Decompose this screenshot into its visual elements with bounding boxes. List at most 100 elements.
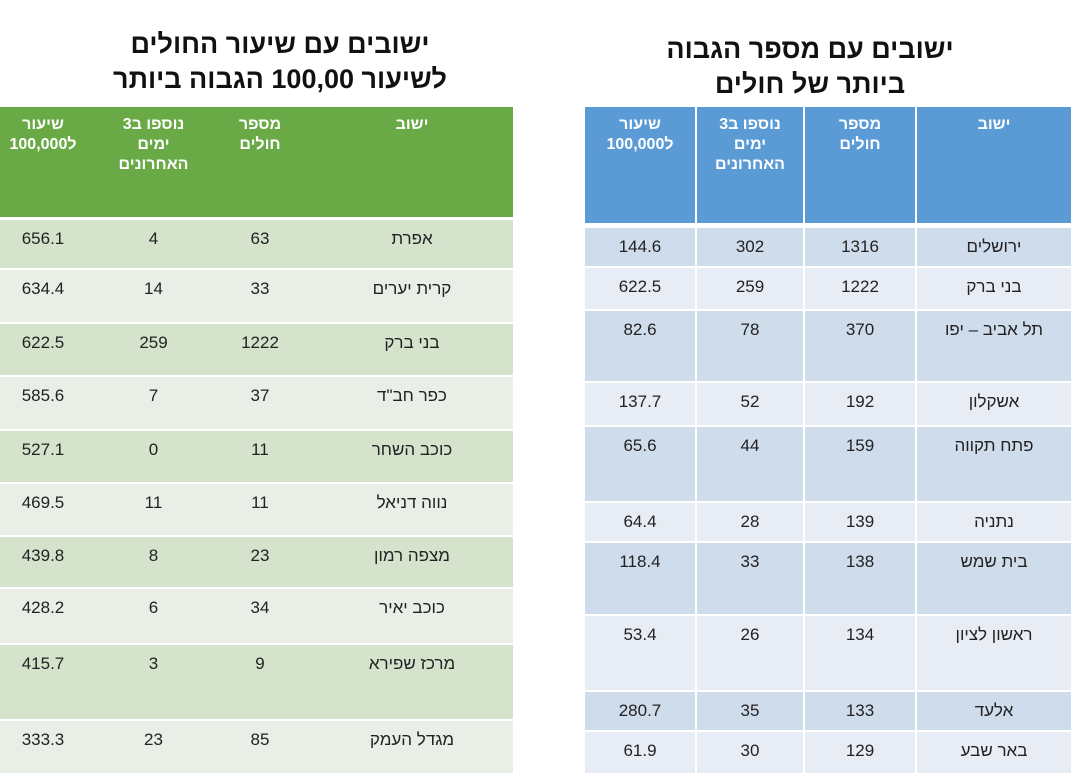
added-cell: 11 [98,484,209,535]
patients-cell: 134 [805,616,915,690]
rate-cell: 634.4 [0,270,98,322]
rate-header[interactable]: שיעור ל100,000 [585,107,695,223]
settlement-cell: נתניה [917,503,1071,541]
header-line: ימים [733,136,767,153]
settlement-cell: פתח תקווה [917,427,1071,501]
header-line: ימים [137,136,170,153]
header-line: ישוב [395,116,429,133]
patients-cell: 34 [209,589,311,643]
settlement-header[interactable]: ישוב [917,107,1071,223]
settlement-cell: בני ברק [311,324,513,375]
added-cell: 302 [697,228,803,266]
rate-cell: 280.7 [585,692,695,730]
added-cell: 14 [98,270,209,322]
added-cell: 4 [98,220,209,268]
settlement-cell: כוכב יאיר [311,589,513,643]
rate-cell: 469.5 [0,484,98,535]
patients-cell: 139 [805,503,915,541]
added-cell: 8 [98,537,209,587]
settlement-cell: מצפה רמון [311,537,513,587]
header-line: חולים [239,136,281,153]
rate-cell: 428.2 [0,589,98,643]
rate-cell: 64.4 [585,503,695,541]
added-cell: 3 [98,645,209,719]
left-title-line1: ישובים עם שיעור החולים [130,29,430,59]
patients-cell: 33 [209,270,311,322]
patients-cell: 11 [209,431,311,482]
patients-cell: 192 [805,383,915,425]
added-cell: 26 [697,616,803,690]
header-line: חולים [839,136,881,153]
settlement-cell: בית שמש [917,543,1071,614]
settlement-cell: נווה דניאל [311,484,513,535]
rate-cell: 82.6 [585,311,695,381]
header-line: האחרונים [118,156,189,173]
patients-cell: 63 [209,220,311,268]
patients-cell: 23 [209,537,311,587]
rate-cell: 61.9 [585,732,695,773]
rate-cell: 439.8 [0,537,98,587]
added-3-days-header[interactable]: נוספו ב3 ימים האחרונים [697,107,803,223]
patients-cell: 129 [805,732,915,773]
rate-cell: 527.1 [0,431,98,482]
settlement-cell: אשקלון [917,383,1071,425]
patients-cell: 85 [209,721,311,773]
left-title-line2: לשיעור 100,00 הגבוה ביותר [113,64,447,94]
settlement-cell: מגדל העמק [311,721,513,773]
header-line: ל100,000 [9,136,77,153]
patients-cell: 1316 [805,228,915,266]
patients-cell: 370 [805,311,915,381]
settlement-cell: ירושלים [917,228,1071,266]
rate-cell: 622.5 [585,268,695,309]
header-line: ישוב [977,116,1011,133]
added-cell: 23 [98,721,209,773]
header-line: מספר [838,116,882,133]
rate-header[interactable]: שיעור ל100,000 [0,107,98,217]
patients-header[interactable]: מספר חולים [805,107,915,223]
rate-cell: 137.7 [585,383,695,425]
rate-cell: 622.5 [0,324,98,375]
right-title-line1: ישובים עם מספר הגבוה [666,34,954,64]
added-cell: 78 [697,311,803,381]
settlement-header[interactable]: ישוב [311,107,513,217]
settlement-cell: אלעד [917,692,1071,730]
settlement-cell: כפר חב"ד [311,377,513,429]
added-cell: 7 [98,377,209,429]
added-cell: 44 [697,427,803,501]
settlement-cell: אפרת [311,220,513,268]
settlement-cell: באר שבע [917,732,1071,773]
patients-cell: 1222 [805,268,915,309]
settlement-cell: בני ברק [917,268,1071,309]
added-cell: 52 [697,383,803,425]
left-table-title: ישובים עם שיעור החולים לשיעור 100,00 הגב… [60,27,500,97]
patients-cell: 138 [805,543,915,614]
rate-cell: 415.7 [0,645,98,719]
header-line: נוספו ב3 [719,116,781,133]
settlement-cell: קרית יערים [311,270,513,322]
added-cell: 6 [98,589,209,643]
rate-cell: 118.4 [585,543,695,614]
rate-cell: 333.3 [0,721,98,773]
patients-cell: 9 [209,645,311,719]
added-cell: 35 [697,692,803,730]
added-cell: 28 [697,503,803,541]
patients-cell: 1222 [209,324,311,375]
header-line: מספר [238,116,282,133]
rate-cell: 585.6 [0,377,98,429]
added-cell: 33 [697,543,803,614]
settlement-cell: ראשון לציון [917,616,1071,690]
added-cell: 0 [98,431,209,482]
settlement-cell: תל אביב – יפו [917,311,1071,381]
header-line: שיעור [619,116,661,133]
header-line: שיעור [22,116,64,133]
added-cell: 259 [697,268,803,309]
patients-header[interactable]: מספר חולים [209,107,311,217]
settlement-cell: כוכב השחר [311,431,513,482]
added-3-days-header[interactable]: נוספו ב3 ימים האחרונים [98,107,209,217]
patients-cell: 133 [805,692,915,730]
rate-cell: 53.4 [585,616,695,690]
rate-cell: 656.1 [0,220,98,268]
added-cell: 30 [697,732,803,773]
patients-cell: 11 [209,484,311,535]
settlement-cell: מרכז שפירא [311,645,513,719]
